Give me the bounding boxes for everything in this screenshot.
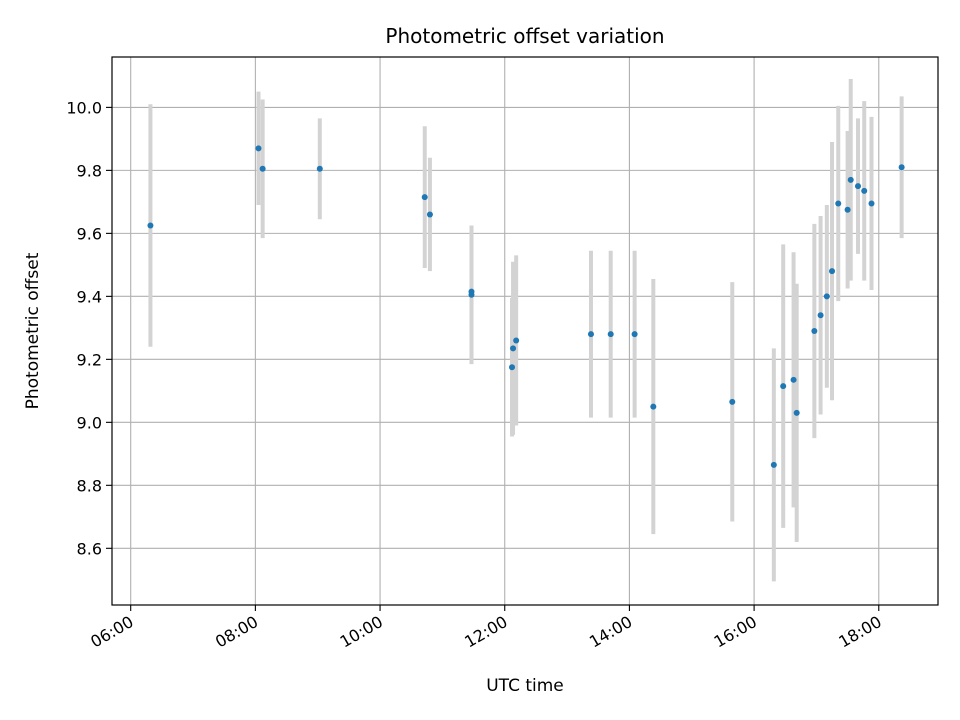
y-tick-label: 9.0 <box>77 413 102 432</box>
data-point <box>607 331 614 338</box>
data-point <box>421 194 428 201</box>
data-point <box>790 376 797 383</box>
y-tick-label: 8.6 <box>77 539 102 558</box>
data-point <box>823 293 830 300</box>
data-point <box>147 222 154 229</box>
data-point <box>847 176 854 183</box>
x-axis-label: UTC time <box>486 676 564 696</box>
data-point <box>587 331 594 338</box>
data-point <box>793 409 800 416</box>
y-tick-label: 10.0 <box>66 98 102 117</box>
y-tick-label: 9.2 <box>77 350 102 369</box>
data-point <box>513 337 520 344</box>
data-point <box>835 200 842 207</box>
data-point <box>844 206 851 213</box>
y-tick-label: 9.8 <box>77 161 102 180</box>
y-tick-label: 9.6 <box>77 224 102 243</box>
chart-title: Photometric offset variation <box>385 24 664 48</box>
data-point <box>509 364 516 371</box>
data-point <box>780 383 787 390</box>
data-point <box>510 345 517 352</box>
data-point <box>650 403 657 410</box>
grid-lines <box>112 57 938 605</box>
data-point <box>316 165 323 172</box>
data-point <box>811 328 818 334</box>
data-point <box>817 312 824 319</box>
data-point <box>729 398 736 405</box>
data-point <box>898 164 905 171</box>
data-point <box>255 145 262 152</box>
y-tick-label: 9.4 <box>77 287 102 306</box>
data-point <box>861 187 868 194</box>
data-point <box>631 331 638 338</box>
data-point <box>426 211 433 218</box>
y-tick-label: 8.8 <box>77 476 102 495</box>
data-point <box>854 183 861 190</box>
data-point <box>468 288 475 295</box>
y-axis-label: Photometric offset <box>23 252 43 409</box>
y-axis-ticks: 8.6 8.8 9.0 9.2 9.4 9.6 9.8 10.0 <box>66 98 112 558</box>
data-points <box>147 145 905 468</box>
data-point <box>829 268 836 275</box>
data-point <box>770 461 777 468</box>
data-point <box>259 165 266 172</box>
data-point <box>868 200 875 207</box>
axes-frame <box>111 56 939 606</box>
